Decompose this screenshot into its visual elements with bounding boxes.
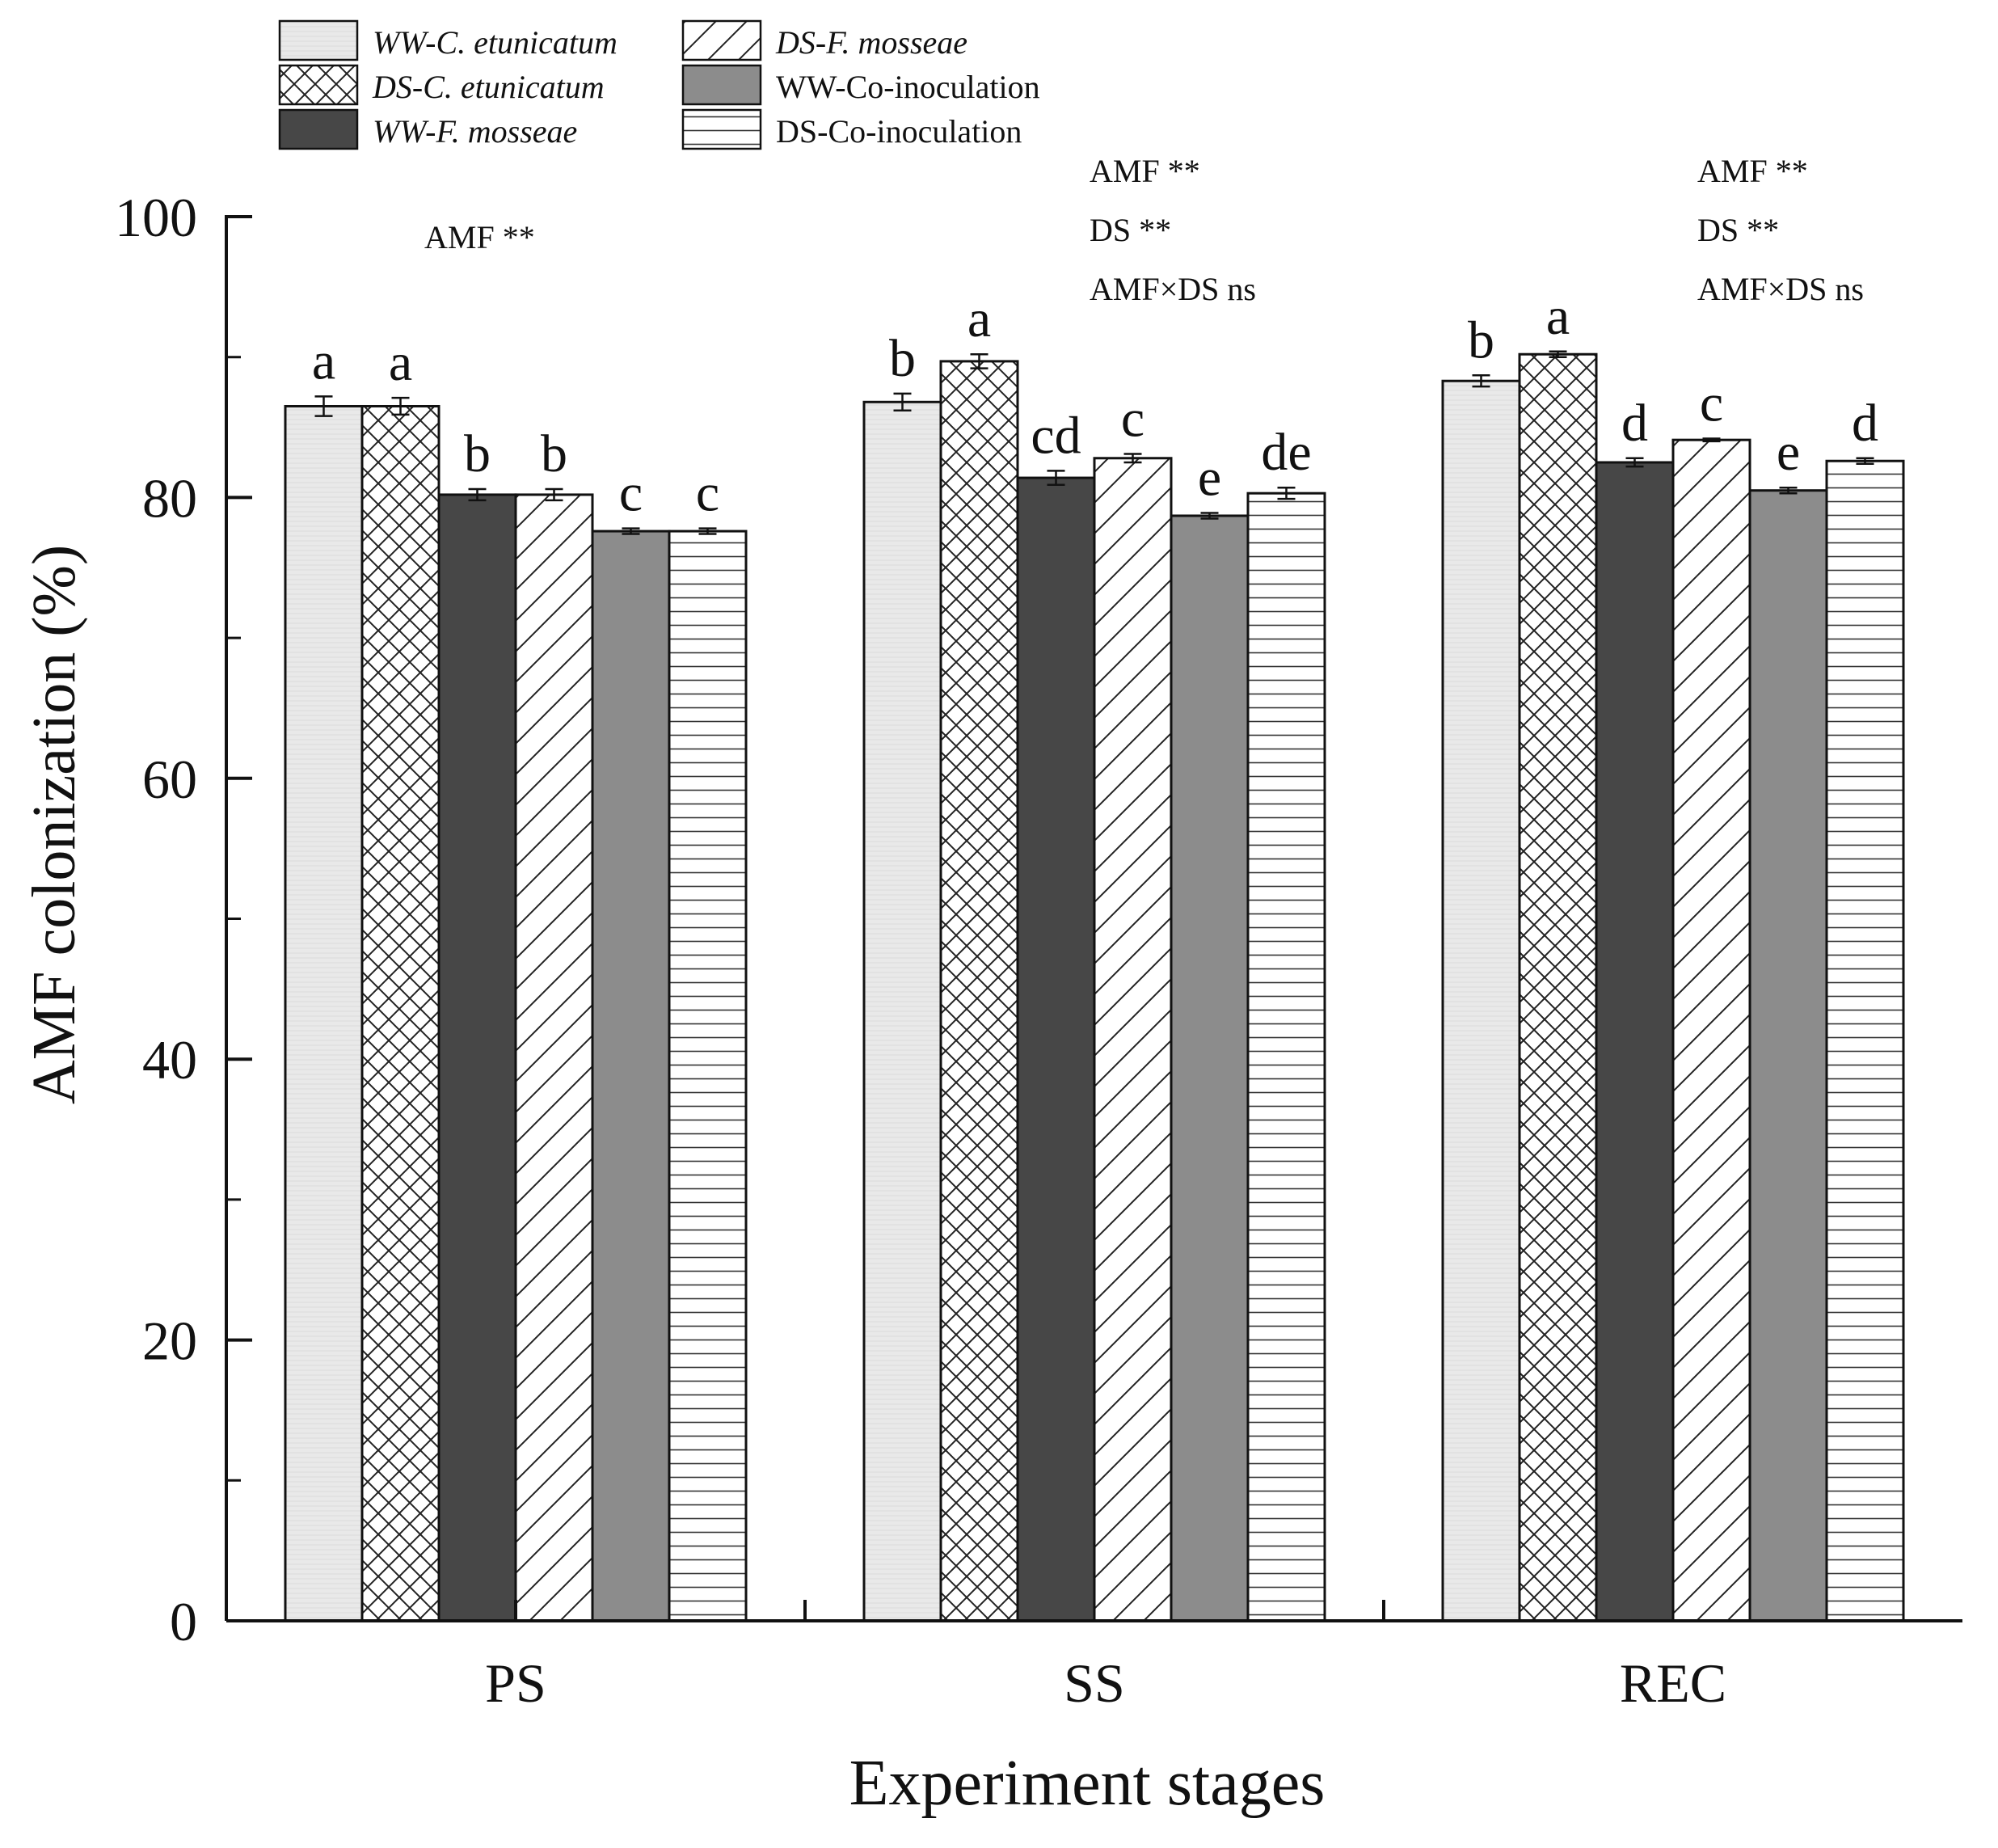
anova-annotation: AMF ** (1697, 153, 1808, 189)
bar (591, 530, 671, 1622)
bar (1093, 457, 1173, 1622)
bar (1518, 352, 1598, 1622)
anova-annotations: AMF ** AMF ** DS ** AMF×DS ns AMF ** DS ** AMF… (424, 153, 1864, 307)
legend-label: WW-F. mosseae (373, 113, 577, 150)
anova-annotation: AMF×DS ns (1090, 271, 1256, 307)
legend-swatch (278, 19, 359, 61)
bar (514, 493, 594, 1622)
anova-annotation: DS ** (1090, 212, 1171, 248)
anova-annotation: AMF×DS ns (1697, 271, 1864, 307)
significance-letter: c (1700, 373, 1723, 432)
significance-letter: a (389, 333, 412, 392)
legend-label: DS-Co-inoculation (776, 113, 1022, 150)
bar (1825, 459, 1905, 1622)
legend-swatch (681, 19, 762, 61)
y-tick-label: 60 (142, 749, 197, 810)
bar (284, 404, 364, 1622)
legend-swatch (278, 64, 359, 106)
y-tick-label: 80 (142, 467, 197, 529)
y-tick-label: 40 (142, 1029, 197, 1091)
significance-letter: e (1777, 423, 1800, 482)
significance-letter: b (889, 329, 916, 388)
legend-label: WW-Co-inoculation (776, 69, 1040, 105)
x-tick-label: PS (485, 1652, 546, 1714)
bar (437, 493, 517, 1622)
anova-annotation: DS ** (1697, 212, 1779, 248)
bar (1441, 379, 1521, 1622)
x-tick-label: SS (1064, 1652, 1125, 1714)
anova-annotation: AMF ** (424, 219, 535, 255)
x-tick-label: REC (1620, 1652, 1726, 1714)
legend-label: WW-C. etunicatum (373, 24, 618, 61)
significance-letter: b (541, 424, 567, 483)
y-tick-label: 100 (115, 187, 197, 248)
bar (1748, 489, 1828, 1622)
bar (1170, 514, 1250, 1622)
bar (1246, 492, 1326, 1622)
significance-letter: cd (1031, 406, 1081, 465)
significance-letter: b (1468, 310, 1494, 369)
bar (1016, 476, 1096, 1622)
significance-letter: a (1546, 287, 1570, 346)
axes: 0 20 40 60 80 100 PS SS REC (115, 187, 1962, 1714)
legend-swatch (681, 64, 762, 106)
bar (1595, 461, 1675, 1622)
significance-letter: c (619, 464, 643, 523)
significance-letter: c (1121, 390, 1144, 449)
legend-label: DS-C. etunicatum (372, 69, 605, 105)
bar (668, 530, 748, 1622)
significance-letter: b (464, 424, 491, 483)
y-axis-label: AMF colonization (%) (20, 545, 88, 1104)
significance-letter: c (696, 464, 719, 523)
legend: WW-C. etunicatum DS-C. etunicatum WW-F. mo… (278, 19, 1040, 150)
significance-letter: e (1198, 449, 1221, 508)
bar (939, 360, 1019, 1622)
significance-letter: a (312, 331, 335, 390)
significance-letter: d (1852, 394, 1878, 453)
y-tick-label: 0 (170, 1591, 197, 1652)
bar (360, 404, 440, 1622)
significance-letter: a (967, 289, 991, 348)
x-axis-label: Experiment stages (849, 1748, 1326, 1819)
significance-letter: de (1261, 423, 1311, 482)
significance-letter: d (1621, 394, 1648, 453)
bar (1671, 438, 1751, 1622)
anova-annotation: AMF ** (1090, 153, 1200, 189)
legend-swatch (278, 108, 359, 150)
legend-label: DS-F. mosseae (775, 24, 967, 61)
bar (862, 400, 942, 1622)
y-tick-label: 20 (142, 1310, 197, 1372)
legend-swatch (681, 108, 762, 150)
